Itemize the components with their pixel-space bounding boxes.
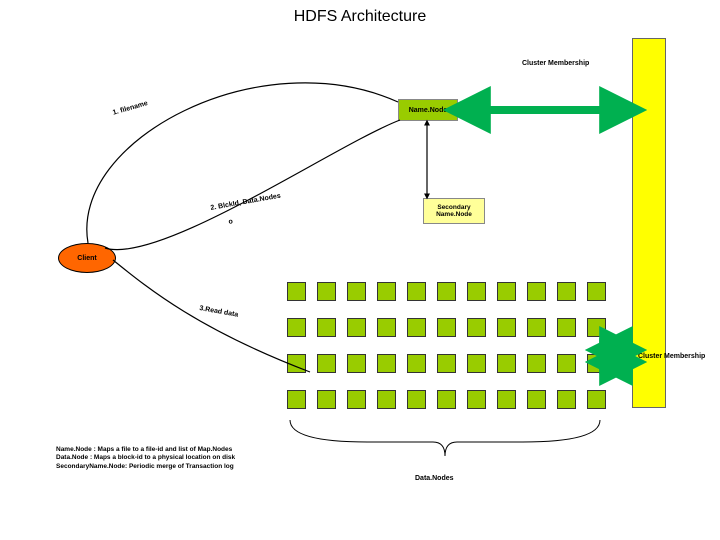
datanode-cell: [317, 282, 336, 301]
datanode-cell: [587, 318, 606, 337]
secondary-namenode-label: Secondary Name.Node: [436, 204, 472, 218]
diagram-stage: HDFS Architecture Name.Node Secondary Na…: [0, 0, 720, 540]
datanode-cell: [377, 390, 396, 409]
datanode-cell: [407, 318, 426, 337]
datanode-cell: [407, 354, 426, 373]
datanode-cell: [287, 282, 306, 301]
datanode-cell: [467, 390, 486, 409]
datanode-cell: [587, 282, 606, 301]
datanode-cell: [587, 354, 606, 373]
flow-label-3: 3.Read data: [199, 305, 239, 319]
datanode-cell: [527, 282, 546, 301]
datanode-cell: [497, 282, 516, 301]
datanode-cell: [407, 390, 426, 409]
datanode-cell: [437, 282, 456, 301]
datanode-cell: [557, 318, 576, 337]
client-label: Client: [77, 255, 96, 262]
flow-label-1: 1. filename: [112, 100, 149, 117]
datanode-cell: [437, 318, 456, 337]
datanode-cell: [347, 318, 366, 337]
datanode-cell: [347, 354, 366, 373]
datanode-cell: [317, 390, 336, 409]
datanode-cell: [557, 282, 576, 301]
datanode-cell: [497, 390, 516, 409]
datanode-cell: [317, 354, 336, 373]
datanode-cell: [587, 390, 606, 409]
datanode-cell: [317, 318, 336, 337]
datanode-cell: [377, 354, 396, 373]
cluster-membership-label-top: Cluster Membership: [522, 60, 589, 67]
datanode-cell: [437, 390, 456, 409]
client-ellipse: Client: [58, 243, 116, 273]
datanode-cell: [527, 390, 546, 409]
datanode-cell: [377, 318, 396, 337]
legend-block: Name.Node : Maps a file to a file-id and…: [56, 446, 235, 471]
datanode-cell: [407, 282, 426, 301]
secondary-namenode-box: Secondary Name.Node: [423, 198, 485, 224]
flow-label-2: 2. BlckId, Data.Nodes: [210, 193, 281, 212]
cluster-membership-label-right: Cluster Membership: [638, 353, 705, 360]
flow-label-2o: o: [228, 218, 233, 226]
datanode-cell: [287, 390, 306, 409]
datanode-cell: [347, 390, 366, 409]
datanode-cell: [377, 282, 396, 301]
legend-line-3: SecondaryName.Node: Periodic merge of Tr…: [56, 463, 235, 471]
datanode-cell: [287, 354, 306, 373]
datanodes-label: Data.Nodes: [415, 475, 454, 482]
datanode-cell: [557, 390, 576, 409]
legend-line-2: Data.Node : Maps a block-id to a physica…: [56, 454, 235, 462]
datanode-cell: [527, 318, 546, 337]
legend-line-1: Name.Node : Maps a file to a file-id and…: [56, 446, 235, 454]
datanode-cell: [437, 354, 456, 373]
datanode-cell: [347, 282, 366, 301]
datanode-cell: [467, 354, 486, 373]
datanode-cell: [497, 318, 516, 337]
datanode-cell: [497, 354, 516, 373]
page-title: HDFS Architecture: [0, 8, 720, 26]
namenode-box: Name.Node: [398, 99, 458, 121]
datanode-cell: [557, 354, 576, 373]
datanode-cell: [527, 354, 546, 373]
datanode-cell: [287, 318, 306, 337]
namenode-label: Name.Node: [409, 107, 448, 114]
datanode-cell: [467, 282, 486, 301]
datanode-cell: [467, 318, 486, 337]
